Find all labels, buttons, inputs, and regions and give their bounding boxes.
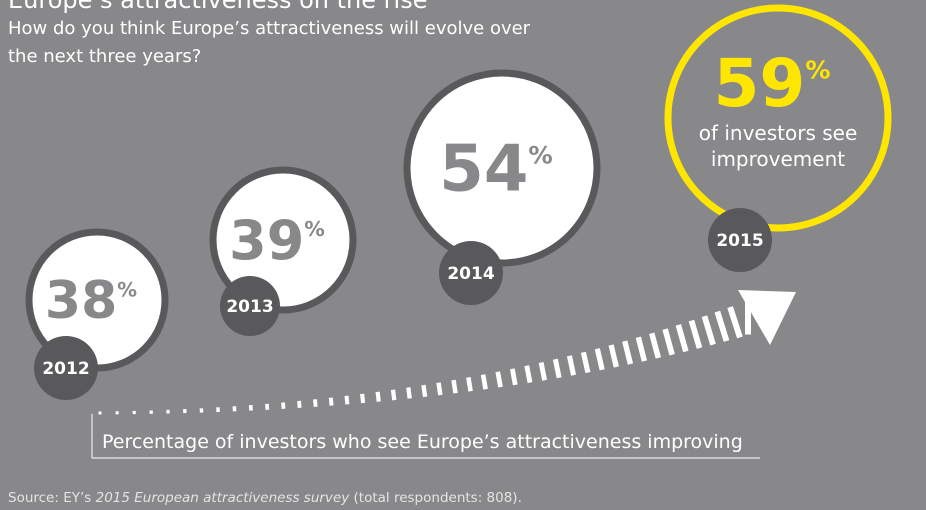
- year-badge: [220, 276, 280, 336]
- source-text: Source: EY’s: [8, 490, 96, 506]
- arrow-dash: [552, 358, 562, 379]
- arrow-dash: [701, 315, 716, 346]
- value-circle: [664, 4, 892, 232]
- value-label: of investors see: [699, 121, 858, 145]
- arrow-dash: [183, 409, 187, 414]
- year-badge: [34, 336, 98, 400]
- year: 2015: [716, 231, 763, 251]
- arrow-dash: [524, 365, 533, 384]
- trend-arrow: [98, 290, 796, 415]
- year: 2012: [42, 359, 89, 379]
- arrow-dash: [451, 379, 458, 394]
- arrow-dash: [232, 406, 237, 412]
- arrow-dash: [745, 301, 751, 335]
- arrow-dash: [688, 319, 703, 349]
- arrow-dash: [360, 393, 366, 404]
- arrow-dash: [675, 324, 689, 353]
- arrow-dash: [375, 391, 381, 402]
- arrow-dash: [480, 374, 488, 390]
- value-unit: %: [528, 141, 552, 170]
- arrow-dash: [727, 306, 743, 339]
- arrow-dash: [216, 407, 220, 413]
- arrow-dash: [538, 361, 548, 381]
- arrow-dash: [132, 410, 136, 415]
- arrow-dash: [313, 399, 318, 407]
- year-badge: [708, 208, 772, 272]
- arrow-dash: [608, 344, 619, 368]
- value-label: improvement: [711, 147, 845, 171]
- value: 39%: [229, 209, 325, 272]
- arrow-dash: [649, 332, 662, 359]
- arrow-dash: [344, 395, 350, 405]
- subtitle: How do you think Europe’s attractiveness…: [8, 18, 531, 39]
- arrow-dash: [509, 368, 518, 386]
- arrow-dash: [714, 310, 730, 342]
- arrow-dash: [248, 405, 253, 411]
- arrow-dash: [297, 400, 302, 408]
- title: Europe’s attractiveness on the rise: [8, 0, 427, 14]
- arrow-dash: [166, 409, 170, 414]
- value: 54%: [439, 132, 552, 206]
- arrow-dash: [328, 397, 334, 406]
- arrow-dash: [199, 408, 204, 413]
- source-text: (total respondents: 808).: [349, 490, 522, 506]
- value: 59%: [714, 45, 831, 122]
- value-circle: [403, 69, 601, 267]
- value-number: 59: [714, 45, 806, 122]
- caption: Percentage of investors who see Europe’s…: [102, 431, 743, 453]
- arrow-dash: [622, 340, 634, 365]
- arrow-dash: [495, 371, 503, 388]
- arrow-dash: [466, 377, 473, 392]
- arrow-dash: [662, 328, 675, 356]
- arrow-dash: [635, 336, 648, 362]
- arrow-dash: [436, 382, 443, 396]
- arrow-dash: [281, 402, 286, 409]
- arrow-dash: [594, 348, 605, 371]
- subtitle: the next three years?: [8, 46, 201, 67]
- arrow-head: [738, 290, 796, 345]
- value-number: 39: [229, 209, 304, 272]
- source: Source: EY’s 2015 European attractivenes…: [8, 490, 522, 506]
- arrow-dash: [566, 355, 577, 376]
- value-number: 54: [439, 132, 528, 206]
- value-number: 38: [45, 271, 117, 331]
- value-unit: %: [304, 217, 325, 241]
- arrow-dash: [265, 403, 270, 410]
- arrow-dash: [149, 410, 153, 414]
- value-circle: [209, 166, 357, 314]
- year: 2014: [447, 264, 494, 284]
- value-unit: %: [117, 278, 137, 301]
- value: 38%: [45, 271, 137, 331]
- year: 2013: [226, 297, 273, 317]
- arrow-dash: [98, 411, 102, 415]
- year-badge: [439, 241, 503, 305]
- arrow-dash: [406, 387, 412, 399]
- source-title: 2015 European attractiveness survey: [96, 490, 351, 506]
- arrow-dash: [390, 389, 397, 401]
- arrow-dash: [421, 384, 428, 398]
- value-unit: %: [805, 55, 830, 84]
- arrow-dash: [115, 411, 119, 415]
- arrow-dash: [580, 351, 591, 374]
